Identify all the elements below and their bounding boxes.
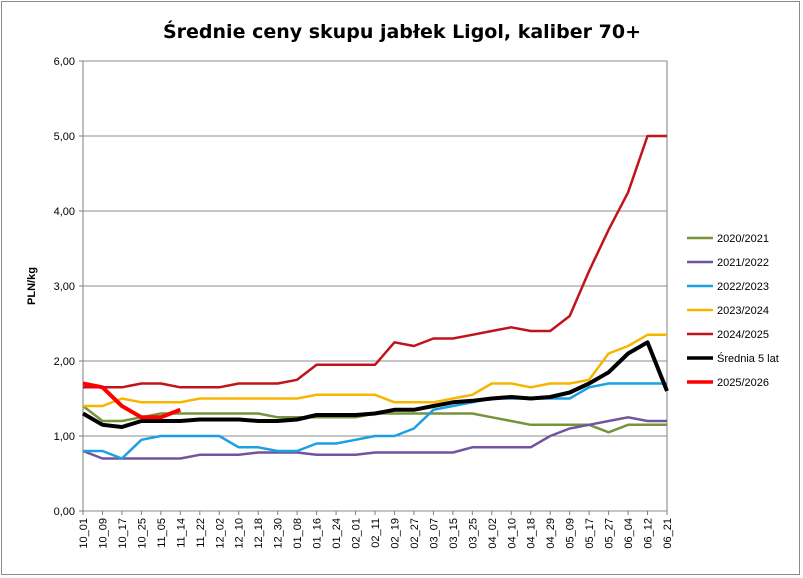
x-tick-label: 02_27 — [409, 518, 421, 549]
x-tick-label: 03_07 — [428, 518, 440, 549]
x-tick-label: 10_09 — [97, 518, 109, 549]
legend-label-2022-2023: 2022/2023 — [717, 281, 769, 293]
x-tick-label: 01_24 — [331, 518, 343, 549]
legend-label-2024-2025: 2024/2025 — [717, 329, 769, 341]
y-tick-label: 2,00 — [54, 356, 75, 368]
x-tick-label: 12_30 — [273, 518, 285, 549]
x-tick-label: 11_05 — [156, 518, 168, 548]
y-tick-label: 5,00 — [54, 131, 75, 143]
x-tick-label: 10_01 — [78, 518, 90, 549]
x-tick-label: 12_02 — [214, 518, 226, 549]
x-tick-label: 03_15 — [448, 518, 460, 549]
x-tick-label: 03_25 — [467, 518, 479, 549]
x-tick-label: 01_08 — [292, 518, 304, 549]
series-line--rednia-5-lat — [81, 340, 669, 429]
x-tick-label: 10_25 — [136, 518, 148, 549]
x-tick-label: 04_02 — [487, 518, 499, 549]
x-tick-label: 06_04 — [623, 518, 635, 549]
series-line-2024-2025 — [83, 134, 667, 389]
x-tick-label: 11_14 — [175, 518, 187, 548]
x-tick-label: 02_01 — [351, 518, 363, 549]
x-tick-label: 01_16 — [312, 518, 324, 549]
x-tick-label: 04_10 — [506, 518, 518, 549]
x-tick-label: 02_11 — [370, 518, 382, 548]
x-tick-label: 05_27 — [604, 518, 616, 549]
legend-label-2023-2024: 2023/2024 — [717, 305, 769, 317]
x-tick-label: 11_22 — [195, 518, 207, 548]
series-line-2022-2023 — [83, 382, 667, 460]
y-tick-label: 3,00 — [54, 281, 75, 293]
legend-label-2021-2022: 2021/2022 — [717, 257, 769, 269]
x-tick-label: 10_17 — [117, 518, 129, 549]
y-tick-label: 6,00 — [54, 56, 75, 68]
legend-label-2025-2026: 2025/2026 — [717, 377, 769, 389]
series-line-2021-2022 — [82, 416, 667, 460]
y-tick-label: 0,00 — [54, 506, 75, 518]
y-axis-label: PLN/kg — [26, 267, 38, 305]
y-tick-label: 1,00 — [54, 431, 75, 443]
y-tick-label: 4,00 — [54, 206, 75, 218]
series-line-2025-2026 — [82, 381, 182, 420]
x-tick-label: 12_10 — [234, 518, 246, 549]
x-tick-label: 05_17 — [584, 518, 596, 549]
series-line-2023-2024 — [83, 333, 667, 408]
x-tick-label: 06_21 — [662, 518, 674, 549]
legend-label-2020-2021: 2020/2021 — [717, 233, 769, 245]
x-tick-label: 04_18 — [526, 518, 538, 549]
chart-title: Średnie ceny skupu jabłek Ligol, kaliber… — [163, 19, 641, 43]
x-tick-label: 06_12 — [643, 518, 655, 549]
legend-label--rednia-5-lat: Średnia 5 lat — [717, 352, 779, 365]
x-tick-label: 05_09 — [565, 518, 577, 549]
x-tick-label: 12_18 — [253, 518, 265, 549]
x-tick-label: 04_29 — [545, 518, 557, 549]
x-tick-label: 02_19 — [389, 518, 401, 549]
